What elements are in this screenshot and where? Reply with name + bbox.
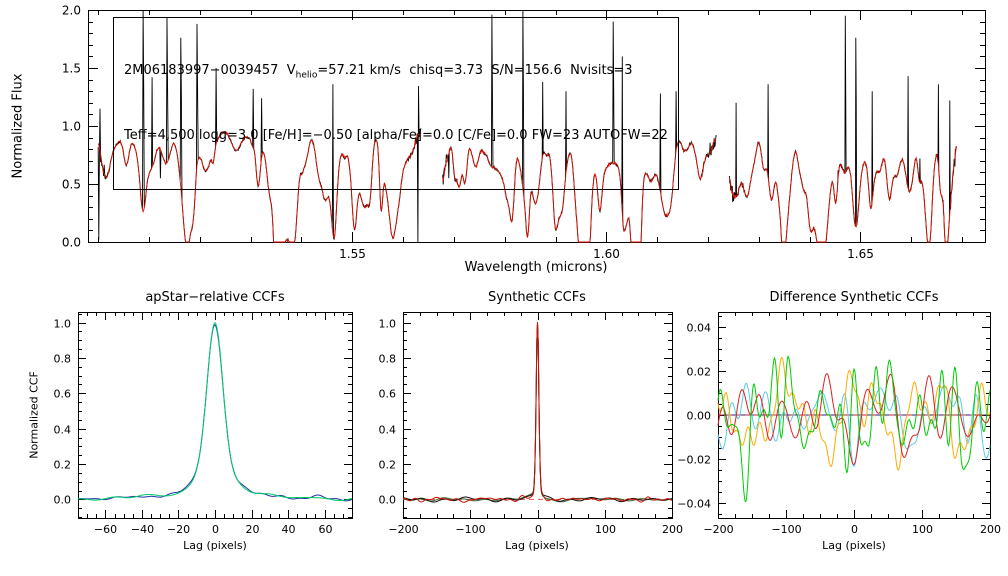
annotation-vhelio-sub: helio bbox=[295, 70, 318, 81]
wavelength-axis-label: Wavelength (microns) bbox=[464, 260, 608, 275]
svg-text:−200: −200 bbox=[703, 523, 733, 536]
svg-text:1.55: 1.55 bbox=[339, 247, 366, 261]
svg-text:0: 0 bbox=[212, 523, 219, 536]
lag-axis-label-1: Lag (pixels) bbox=[183, 539, 247, 552]
svg-text:0.8: 0.8 bbox=[54, 353, 72, 366]
svg-text:0.0: 0.0 bbox=[379, 494, 397, 507]
annotation-line-1: 2M06183997−0039457 Vhelio=57.21 km/s chi… bbox=[124, 61, 668, 86]
svg-text:40: 40 bbox=[282, 523, 296, 536]
annotation-star-id: 2M06183997−0039457 V bbox=[124, 63, 296, 78]
svg-text:−0.04: −0.04 bbox=[677, 498, 711, 511]
lag-axis-label-2: Lag (pixels) bbox=[505, 539, 569, 552]
lag-axis-label-3: Lag (pixels) bbox=[822, 539, 886, 552]
svg-text:−20: −20 bbox=[167, 523, 190, 536]
annotation-line-2: Teff=4,500 logg=3.0 [Fe/H]=−0.50 [alpha/… bbox=[124, 127, 668, 143]
svg-text:100: 100 bbox=[912, 523, 933, 536]
svg-text:0.04: 0.04 bbox=[687, 322, 712, 335]
spectrum-annotation: 2M06183997−0039457 Vhelio=57.21 km/s chi… bbox=[113, 17, 679, 190]
svg-text:1.65: 1.65 bbox=[847, 247, 874, 261]
svg-text:0: 0 bbox=[535, 523, 542, 536]
svg-text:0.2: 0.2 bbox=[379, 459, 397, 472]
svg-text:−200: −200 bbox=[388, 523, 418, 536]
apstar-ccf-axes: −60 −40 −20 0 20 40 60 0.0 0.2 0.4 0.6 0.8 1.0 bbox=[54, 312, 353, 536]
svg-text:−100: −100 bbox=[455, 523, 485, 536]
svg-text:0.2: 0.2 bbox=[54, 459, 72, 472]
svg-text:0.0: 0.0 bbox=[54, 494, 72, 507]
svg-text:0.00: 0.00 bbox=[687, 410, 712, 423]
svg-text:−40: −40 bbox=[131, 523, 154, 536]
spectrum-axes: 1.55 1.60 1.65 0.0 0.5 1.0 1.5 2.0 bbox=[62, 4, 986, 261]
svg-text:0.6: 0.6 bbox=[379, 388, 397, 401]
svg-text:2.0: 2.0 bbox=[62, 4, 81, 18]
spectrum-model bbox=[97, 130, 957, 243]
svg-text:0.6: 0.6 bbox=[54, 388, 72, 401]
svg-text:0: 0 bbox=[851, 523, 858, 536]
svg-text:1.0: 1.0 bbox=[54, 318, 72, 331]
svg-text:200: 200 bbox=[662, 523, 683, 536]
svg-text:−0.02: −0.02 bbox=[677, 454, 711, 467]
svg-text:0.8: 0.8 bbox=[379, 353, 397, 366]
svg-text:0.0: 0.0 bbox=[62, 236, 81, 250]
svg-text:0.02: 0.02 bbox=[687, 366, 712, 379]
synthetic-ccf-series bbox=[402, 322, 673, 503]
svg-text:1.0: 1.0 bbox=[379, 318, 397, 331]
svg-text:200: 200 bbox=[980, 523, 1001, 536]
apstar-ccf-series bbox=[77, 321, 353, 502]
svg-text:0.4: 0.4 bbox=[379, 424, 397, 437]
diff-ccf-series bbox=[717, 355, 991, 502]
synthetic-ccf-axes: −200 −100 0 100 200 0.0 0.2 0.4 0.6 0.8 1.0 bbox=[379, 312, 683, 536]
svg-text:60: 60 bbox=[319, 523, 333, 536]
ccf-axis-label: Normalized CCF bbox=[27, 371, 41, 459]
svg-text:0.5: 0.5 bbox=[62, 178, 81, 192]
apstar-ccf-title: apStar−relative CCFs bbox=[145, 290, 285, 305]
svg-text:100: 100 bbox=[595, 523, 616, 536]
synthetic-ccf-title: Synthetic CCFs bbox=[488, 290, 586, 305]
svg-text:1.5: 1.5 bbox=[62, 62, 81, 76]
flux-axis-label: Normalized Flux bbox=[10, 73, 26, 179]
difference-ccf-title: Difference Synthetic CCFs bbox=[769, 290, 939, 305]
annotation-params-1: =57.21 km/s chisq=3.73 S/N=156.6 Nvisits… bbox=[317, 63, 633, 78]
svg-text:−60: −60 bbox=[94, 523, 117, 536]
svg-text:−100: −100 bbox=[771, 523, 801, 536]
svg-text:1.60: 1.60 bbox=[593, 247, 620, 261]
svg-text:1.0: 1.0 bbox=[62, 120, 81, 134]
svg-text:20: 20 bbox=[246, 523, 260, 536]
svg-text:0.4: 0.4 bbox=[54, 424, 72, 437]
